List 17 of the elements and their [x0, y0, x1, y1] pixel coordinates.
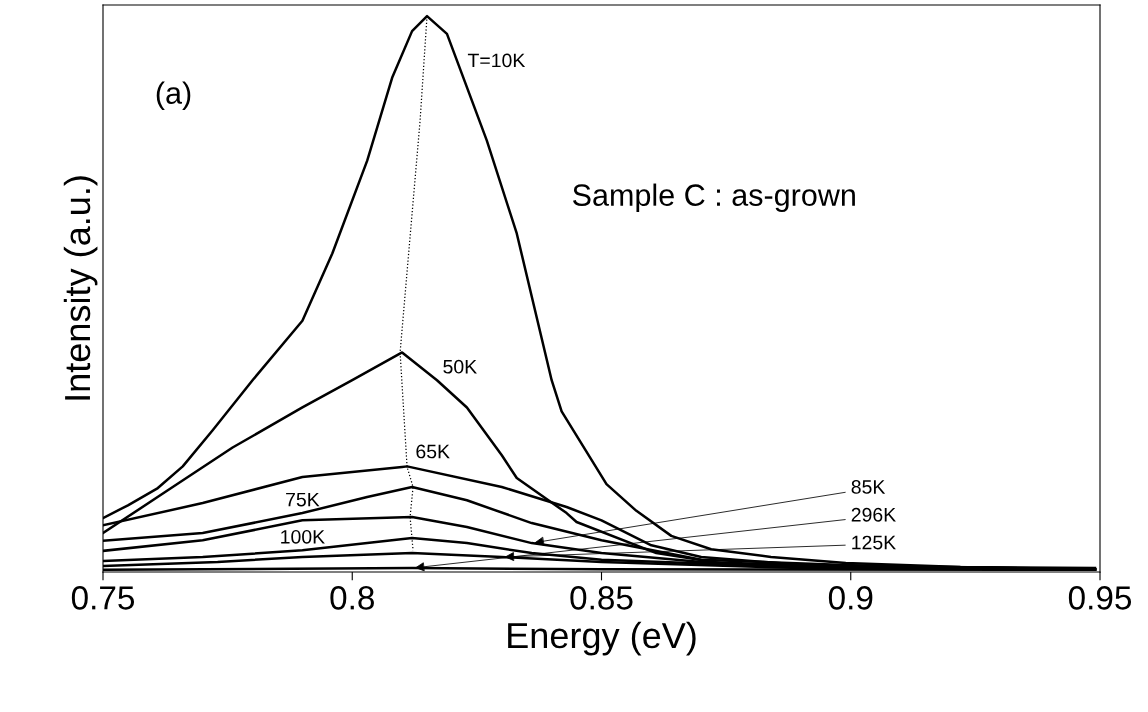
series-label: T=10K	[467, 53, 526, 68]
x-tick-label: 0.75	[71, 586, 135, 610]
series-label: 65K	[416, 444, 450, 459]
annotation: Sample C : as-grown	[572, 183, 855, 213]
x-axis-title: Energy (eV)	[508, 621, 696, 656]
y-axis-title: Intensity (a.u.)	[63, 176, 98, 400]
series-label: 125K	[852, 535, 896, 550]
series-label: 100K	[281, 529, 325, 544]
text: 296K	[851, 507, 896, 522]
text: 85K	[851, 480, 886, 494]
annotation: (a)	[156, 81, 191, 110]
x-tick-label: 0.95	[1068, 586, 1132, 610]
x-tick-label: 0.85	[570, 586, 633, 610]
x-tick-label: 0.9	[828, 586, 873, 610]
series-label: 75K	[286, 492, 320, 507]
x-tick-label: 0.8	[330, 586, 374, 610]
series-label: 50K	[443, 359, 477, 374]
